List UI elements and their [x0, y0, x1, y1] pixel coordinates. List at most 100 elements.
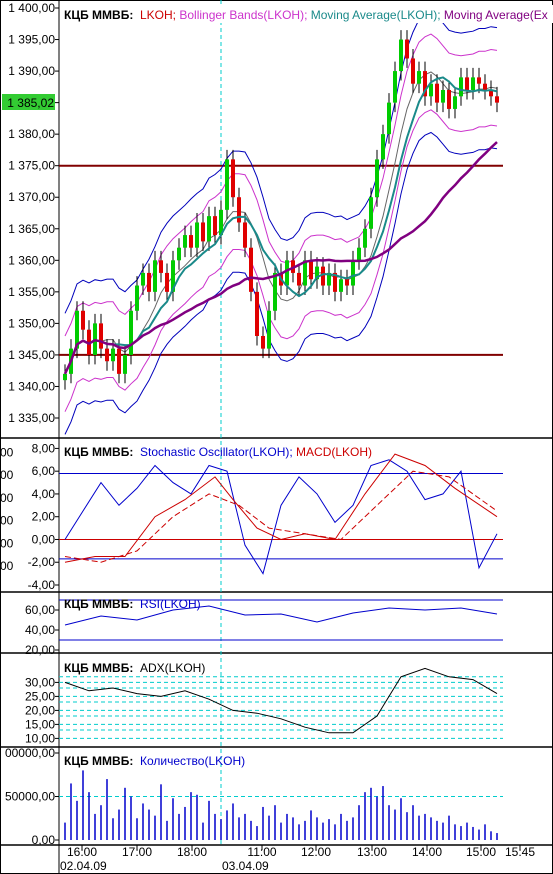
- candle[interactable]: [351, 260, 355, 286]
- candle[interactable]: [495, 96, 499, 103]
- candle[interactable]: [339, 279, 343, 292]
- candle[interactable]: [297, 272, 301, 286]
- candle[interactable]: [411, 58, 415, 84]
- candle[interactable]: [417, 71, 421, 84]
- candle[interactable]: [429, 83, 433, 97]
- candle[interactable]: [261, 336, 265, 349]
- price-legend-series: LKOH; Bollinger Bands(LKOH); Moving Aver…: [140, 8, 548, 22]
- candle[interactable]: [447, 90, 451, 109]
- candle[interactable]: [459, 77, 463, 97]
- candle[interactable]: [183, 235, 187, 248]
- current-price-label: 1 385,02: [7, 96, 54, 110]
- current-price-tag: 1 385,02: [2, 94, 55, 110]
- candle[interactable]: [171, 260, 175, 292]
- candle[interactable]: [195, 222, 199, 248]
- candle[interactable]: [303, 260, 307, 286]
- candle[interactable]: [75, 310, 79, 349]
- rsi-plot-area[interactable]: [59, 599, 503, 641]
- rsi-legend: КЦБ ММВБ: RSI(LKOH): [64, 597, 201, 611]
- candle[interactable]: [189, 235, 193, 248]
- candle[interactable]: [489, 90, 493, 97]
- candle[interactable]: [369, 197, 373, 229]
- time-axis: 16:00 17:00 18:00 11:00 12:00 13:00 14:00 15:00…: [60, 845, 535, 873]
- candle[interactable]: [465, 77, 469, 90]
- price-tick-label: 1 345,00: [8, 348, 55, 362]
- candle[interactable]: [135, 285, 139, 311]
- candle[interactable]: [165, 272, 169, 292]
- candle[interactable]: [237, 197, 241, 223]
- adx-plot-area[interactable]: [59, 667, 503, 739]
- candle[interactable]: [405, 39, 409, 59]
- price-legend-symbol: КЦБ ММВБ:: [64, 8, 133, 22]
- candle[interactable]: [285, 260, 289, 286]
- rsi-axis: 60,00 40,00 20,00: [25, 603, 59, 657]
- candle[interactable]: [345, 279, 349, 286]
- legend-series-label: Stochastic Oscillator(LKOH);: [140, 445, 293, 459]
- candle[interactable]: [315, 266, 319, 280]
- price-tick-label: 1 365,00: [8, 222, 55, 236]
- stoch-tick-label: 4,00: [32, 487, 56, 501]
- candle[interactable]: [63, 373, 67, 381]
- stoch-tick-label: -2,00: [28, 555, 56, 569]
- candle[interactable]: [273, 272, 277, 311]
- stoch-series-line: [64, 470, 498, 563]
- candle[interactable]: [207, 216, 211, 242]
- candle[interactable]: [159, 260, 163, 273]
- candle[interactable]: [453, 96, 457, 109]
- candle[interactable]: [99, 323, 103, 349]
- candle[interactable]: [141, 272, 145, 286]
- candle[interactable]: [117, 348, 121, 374]
- candle[interactable]: [381, 134, 385, 160]
- candle[interactable]: [201, 222, 205, 242]
- candle[interactable]: [255, 291, 259, 336]
- candle[interactable]: [309, 260, 313, 280]
- candle[interactable]: [231, 159, 235, 198]
- candle[interactable]: [129, 310, 133, 355]
- candle[interactable]: [399, 39, 403, 72]
- adx-series-line: [64, 667, 498, 734]
- candle[interactable]: [471, 77, 475, 90]
- volume-tick-label: 50000,00: [5, 790, 55, 804]
- candle[interactable]: [483, 83, 487, 90]
- candle[interactable]: [267, 310, 271, 349]
- price-plot-area[interactable]: [59, 0, 503, 845]
- candle[interactable]: [111, 348, 115, 362]
- stoch-cut-tick-label: 00: [0, 468, 14, 482]
- candle[interactable]: [123, 354, 127, 374]
- candle[interactable]: [363, 228, 367, 248]
- volume-legend: КЦБ ММВБ: Количество(LKOH): [64, 754, 245, 768]
- candle[interactable]: [213, 216, 217, 236]
- candle[interactable]: [393, 71, 397, 103]
- time-tick-label: 12:00: [301, 845, 331, 859]
- bollinger-lower: [64, 109, 498, 412]
- candle[interactable]: [375, 159, 379, 198]
- legend-series-label: MACD(LKOH): [293, 445, 372, 459]
- stoch-series-line: [64, 453, 498, 563]
- candle[interactable]: [327, 272, 331, 286]
- candle[interactable]: [219, 209, 223, 236]
- price-tick-label: 1 375,00: [8, 159, 55, 173]
- candle[interactable]: [387, 102, 391, 135]
- candle[interactable]: [177, 247, 181, 261]
- candle[interactable]: [81, 310, 85, 330]
- price-tick-label: 1 390,00: [8, 64, 55, 78]
- candle[interactable]: [153, 260, 157, 292]
- candle[interactable]: [249, 247, 253, 292]
- volume-plot-area[interactable]: [59, 770, 503, 840]
- candle[interactable]: [321, 266, 325, 286]
- candle[interactable]: [477, 77, 481, 84]
- candle[interactable]: [105, 348, 109, 362]
- stochastic-plot-area[interactable]: [59, 453, 503, 575]
- candle[interactable]: [333, 272, 337, 292]
- candle[interactable]: [225, 159, 229, 210]
- candle[interactable]: [423, 71, 427, 97]
- price-tick-label: 1 335,00: [8, 411, 55, 425]
- candle[interactable]: [441, 90, 445, 103]
- candle[interactable]: [435, 83, 439, 103]
- candle[interactable]: [243, 222, 247, 248]
- stochastic-legend: КЦБ ММВБ: Stochastic Oscillator(LKOH); M…: [64, 445, 372, 459]
- candle[interactable]: [147, 272, 151, 292]
- candle[interactable]: [357, 247, 361, 261]
